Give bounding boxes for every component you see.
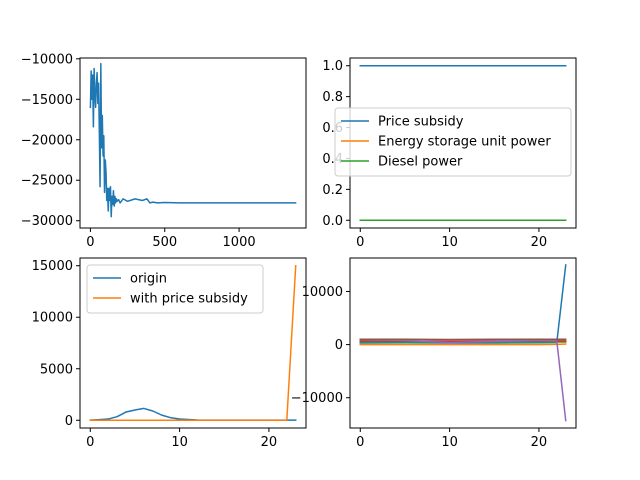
y-tick-label: 0 xyxy=(65,414,73,429)
subplot-3: 0 10 20 0 5000 10000 15000 origin with price sub… xyxy=(32,257,307,450)
series-line-2 xyxy=(359,343,567,346)
y-tick: 0.2 xyxy=(322,183,350,198)
x-tick: 0 xyxy=(86,428,94,450)
y-tick: −20000 xyxy=(21,133,80,148)
y-tick-label: 10000 xyxy=(302,285,343,300)
legend-entry: with price subsidy xyxy=(130,292,248,307)
x-tick: 10 xyxy=(441,228,458,250)
y-tick-label: 0.2 xyxy=(322,183,343,198)
y-tick: 10000 xyxy=(302,285,350,300)
x-tick-label: 0 xyxy=(356,435,364,450)
x-tick-label: 20 xyxy=(531,435,548,450)
y-tick: 5000 xyxy=(40,362,80,377)
x-tick: 20 xyxy=(261,428,278,450)
x-tick: 20 xyxy=(531,228,548,250)
x-tick-label: 500 xyxy=(152,235,177,250)
series-line-1 xyxy=(89,407,297,421)
x-tick-label: 0 xyxy=(356,235,364,250)
y-tick-label: −20000 xyxy=(21,133,73,148)
series-line-2 xyxy=(89,264,297,422)
x-tick: 1000 xyxy=(223,228,256,250)
y-tick-label: 0.0 xyxy=(322,214,343,229)
series-line-5 xyxy=(359,339,567,422)
x-tick-label: 10 xyxy=(441,435,458,450)
x-tick: 10 xyxy=(441,428,458,450)
series-line-1 xyxy=(359,264,567,344)
axes-frame xyxy=(349,257,577,429)
x-tick: 500 xyxy=(152,228,177,250)
x-tick-label: 0 xyxy=(86,235,94,250)
y-tick: −25000 xyxy=(21,174,80,189)
y-tick-label: 15000 xyxy=(32,259,73,274)
y-tick: 10000 xyxy=(32,311,80,326)
y-tick: −10000 xyxy=(21,52,80,67)
legend-entry: origin xyxy=(130,272,167,287)
y-tick: 15000 xyxy=(32,259,80,274)
y-tick: 1.0 xyxy=(322,59,350,74)
y-tick: 0.8 xyxy=(322,90,350,105)
legend: origin with price subsidy xyxy=(86,264,264,314)
y-tick: 0 xyxy=(65,414,80,429)
legend-entry: Price subsidy xyxy=(378,115,464,130)
x-tick-label: 20 xyxy=(261,435,278,450)
axes-frame xyxy=(79,257,307,429)
series-group xyxy=(89,62,297,218)
x-tick-label: 10 xyxy=(441,235,458,250)
axes-frame xyxy=(79,57,307,229)
y-tick: −15000 xyxy=(21,93,80,108)
x-tick: 0 xyxy=(356,428,364,450)
legend-entry: Energy storage unit power xyxy=(378,135,551,150)
legend: Price subsidy Energy storage unit power Di… xyxy=(334,107,572,177)
y-tick-label: 10000 xyxy=(32,311,73,326)
y-tick-label: 0 xyxy=(335,338,343,353)
legend-entry: Diesel power xyxy=(378,155,463,170)
y-tick-label: −10000 xyxy=(21,52,73,67)
x-tick-label: 1000 xyxy=(223,235,256,250)
y-tick-label: −10000 xyxy=(291,391,343,406)
subplot-4: 0 10 20 −10000 0 10000 xyxy=(291,257,577,450)
y-tick-label: 0.8 xyxy=(322,90,343,105)
series-group xyxy=(359,64,567,222)
series-group xyxy=(89,264,297,422)
x-tick-label: 10 xyxy=(171,435,188,450)
x-tick: 10 xyxy=(171,428,188,450)
y-tick: 0 xyxy=(335,338,350,353)
y-tick-label: −25000 xyxy=(21,174,73,189)
x-tick: 0 xyxy=(356,228,364,250)
series-group xyxy=(359,264,567,422)
x-tick-label: 20 xyxy=(531,235,548,250)
x-tick: 0 xyxy=(86,228,95,250)
y-tick: 0.0 xyxy=(322,214,350,229)
x-tick: 20 xyxy=(531,428,548,450)
y-tick-label: 1.0 xyxy=(322,59,343,74)
y-tick-label: −15000 xyxy=(21,93,73,108)
y-tick-label: −30000 xyxy=(21,214,73,229)
series-line-1 xyxy=(89,62,297,218)
x-tick-label: 0 xyxy=(86,435,94,450)
y-tick: −30000 xyxy=(21,214,80,229)
subplot-1: 0 500 1000 −30000 −25000 −20000 −15000 −10000 xyxy=(21,52,307,250)
y-tick-label: 5000 xyxy=(40,362,73,377)
y-tick: −10000 xyxy=(291,391,350,406)
